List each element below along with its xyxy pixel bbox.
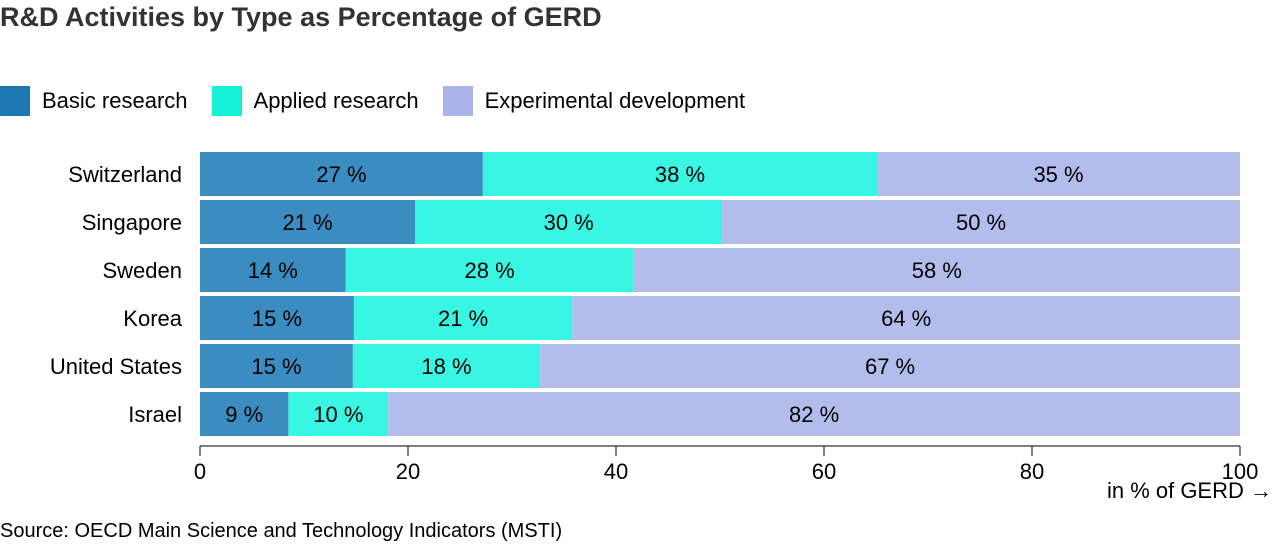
- data-label-korea-experimental-development: 64 %: [881, 306, 931, 331]
- x-tick-label-40: 40: [604, 459, 628, 484]
- data-label-israel-experimental-development: 82 %: [789, 402, 839, 427]
- data-label-sweden-applied-research: 28 %: [465, 258, 515, 283]
- legend-item-experimental-development: Experimental development: [442, 86, 746, 116]
- data-label-united-states-applied-research: 18 %: [421, 354, 471, 379]
- bar-singapore-basic-research: [200, 200, 416, 244]
- legend-swatch-applied-research: [211, 86, 242, 116]
- bar-korea-experimental-development: [572, 296, 1240, 340]
- data-label-israel-applied-research: 10 %: [313, 402, 363, 427]
- legend-label-basic-research: Basic research: [42, 88, 188, 113]
- data-label-united-states-basic-research: 15 %: [251, 354, 301, 379]
- data-label-israel-basic-research: 9 %: [225, 402, 263, 427]
- legend-label-experimental-development: Experimental development: [484, 88, 746, 113]
- bar-switzerland-basic-research: [200, 152, 483, 196]
- data-label-korea-basic-research: 15 %: [252, 306, 302, 331]
- source-note: Source: OECD Main Science and Technology…: [0, 520, 563, 542]
- x-tick-label-80: 80: [1020, 459, 1044, 484]
- legend-swatch-experimental-development: [442, 86, 473, 116]
- bar-united-states-experimental-development: [540, 344, 1240, 388]
- category-label-israel: Israel: [128, 402, 182, 427]
- bar-israel-basic-research: [200, 392, 289, 436]
- bar-israel-applied-research: [288, 392, 389, 436]
- bar-singapore-experimental-development: [722, 200, 1240, 244]
- chart-title: R&D Activities by Type as Percentage of …: [0, 2, 602, 32]
- category-label-sweden: Sweden: [102, 258, 182, 283]
- bar-sweden-applied-research: [345, 248, 634, 292]
- legend-item-basic-research: Basic research: [0, 86, 188, 116]
- bar-united-states-applied-research: [352, 344, 541, 388]
- data-label-switzerland-basic-research: 27 %: [316, 162, 366, 187]
- x-axis-title: in % of GERD →: [1107, 478, 1272, 503]
- legend-swatch-basic-research: [0, 86, 30, 116]
- bar-sweden-basic-research: [200, 248, 346, 292]
- category-label-switzerland: Switzerland: [68, 162, 182, 187]
- bar-switzerland-experimental-development: [877, 152, 1240, 196]
- bar-sweden-experimental-development: [633, 248, 1240, 292]
- bar-switzerland-applied-research: [482, 152, 878, 196]
- legend-item-applied-research: Applied research: [211, 86, 419, 116]
- data-label-singapore-experimental-development: 50 %: [956, 210, 1006, 235]
- x-tick-label-60: 60: [812, 459, 836, 484]
- x-tick-label-20: 20: [396, 459, 420, 484]
- bar-korea-applied-research: [353, 296, 573, 340]
- data-label-switzerland-experimental-development: 35 %: [1033, 162, 1083, 187]
- chart-legend: Basic research Applied research Experime…: [0, 86, 769, 116]
- bar-israel-experimental-development: [388, 392, 1240, 436]
- data-label-sweden-basic-research: 14 %: [248, 258, 298, 283]
- legend-label-applied-research: Applied research: [253, 88, 419, 113]
- data-label-singapore-applied-research: 30 %: [544, 210, 594, 235]
- bar-korea-basic-research: [200, 296, 354, 340]
- category-label-united-states: United States: [50, 354, 182, 379]
- bar-singapore-applied-research: [415, 200, 723, 244]
- data-label-singapore-basic-research: 21 %: [283, 210, 333, 235]
- data-label-switzerland-applied-research: 38 %: [655, 162, 705, 187]
- x-tick-label-100: 100: [1222, 459, 1259, 484]
- category-label-korea: Korea: [123, 306, 182, 331]
- bar-united-states-basic-research: [200, 344, 353, 388]
- data-label-sweden-experimental-development: 58 %: [912, 258, 962, 283]
- category-label-singapore: Singapore: [82, 210, 182, 235]
- data-label-korea-applied-research: 21 %: [438, 306, 488, 331]
- data-label-united-states-experimental-development: 67 %: [865, 354, 915, 379]
- x-tick-label-0: 0: [194, 459, 206, 484]
